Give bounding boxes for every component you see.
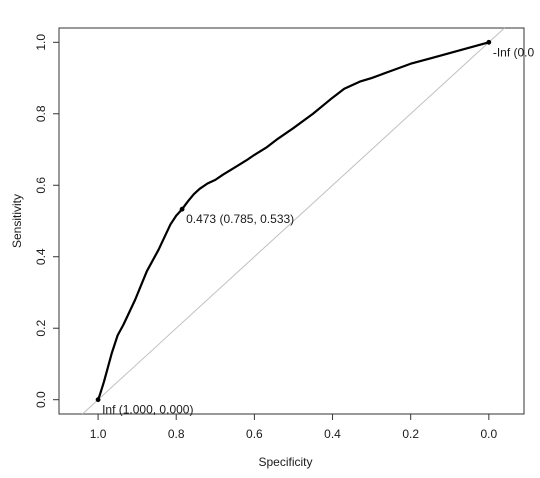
y-tick-label: 0.6 — [34, 177, 48, 194]
roc-curve-line — [97, 41, 490, 401]
annotation-points: Inf (1.000, 0.000) 0.473 (0.785, 0.533) -I… — [95, 39, 535, 417]
threshold-label: 0.473 (0.785, 0.533) — [186, 212, 294, 226]
y-axis-title: Sensitivity — [10, 194, 24, 248]
diagonal-reference-line — [82, 27, 505, 415]
y-tick-label: 0.4 — [34, 248, 48, 265]
y-axis: 0.0 0.2 0.4 0.6 0.8 1.0 — [34, 34, 60, 408]
y-tick-label: 1.0 — [34, 34, 48, 51]
x-tick-label: 0.2 — [402, 427, 419, 441]
x-tick-label: 0.8 — [168, 427, 185, 441]
x-tick-label: 0.0 — [480, 427, 497, 441]
threshold-point — [95, 397, 101, 403]
threshold-point — [179, 206, 185, 212]
x-axis-title: Specificity — [258, 455, 312, 469]
x-tick-label: 0.6 — [246, 427, 263, 441]
threshold-point — [486, 39, 492, 45]
x-axis: 1.0 0.8 0.6 0.4 0.2 0.0 — [90, 413, 497, 441]
x-tick-label: 0.4 — [324, 427, 341, 441]
threshold-label: Inf (1.000, 0.000) — [102, 403, 193, 417]
x-tick-label: 1.0 — [90, 427, 107, 441]
y-tick-label: 0.2 — [34, 320, 48, 337]
threshold-label: -Inf (0.0 — [493, 45, 535, 59]
y-tick-label: 0.8 — [34, 105, 48, 122]
y-tick-label: 0.0 — [34, 391, 48, 408]
